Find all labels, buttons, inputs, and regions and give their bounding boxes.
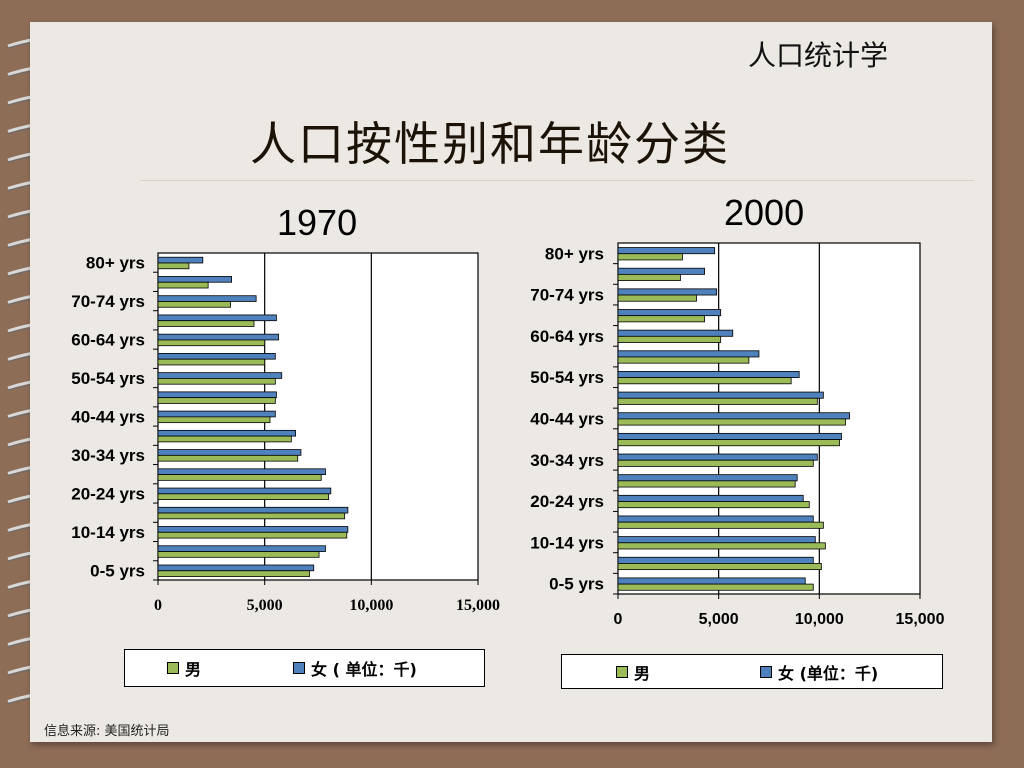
y-tick-label: 80+ yrs (545, 244, 604, 263)
bar-female (617, 432, 842, 440)
bar-male (617, 397, 818, 405)
bar-male (157, 474, 322, 481)
legend-label-female: 女 ( 单位：千) (311, 660, 417, 679)
y-tick-label: 30-34 yrs (530, 451, 604, 470)
bar-male (617, 315, 705, 323)
bar-male (157, 454, 299, 462)
y-tick-label: 10-14 yrs (530, 533, 604, 552)
bar-female (617, 267, 705, 275)
bar-male (157, 512, 346, 520)
legend-label-female: 女 (单位：千) (778, 663, 879, 683)
bar-female (617, 453, 818, 461)
bar-male (157, 570, 310, 577)
legend-item-female: 女 ( 单位：千) (293, 656, 417, 680)
chart-1970-title: 1970 (277, 202, 358, 243)
bar-female (617, 556, 814, 564)
title-divider (140, 180, 974, 181)
legend-swatch-female (293, 662, 305, 674)
bar-male (157, 493, 330, 500)
legend-item-female: 女 (单位：千) (760, 660, 878, 684)
bar-female (617, 371, 800, 379)
bar-male (617, 480, 796, 488)
y-tick-label: 30-34 yrs (71, 446, 145, 465)
bar-male (157, 416, 271, 424)
bar-male (617, 459, 814, 467)
bar-male (157, 397, 276, 404)
bar-male (617, 253, 683, 261)
bar-male (617, 439, 840, 447)
bar-male (157, 435, 292, 443)
x-tick-label: 10,000 (349, 597, 393, 614)
bar-male (157, 551, 320, 558)
y-tick-label: 10-14 yrs (71, 523, 145, 542)
bar-male (617, 583, 814, 591)
bar-male (617, 521, 824, 529)
x-tick-label: 5,000 (699, 611, 739, 628)
bar-female (617, 288, 718, 296)
bar-female (617, 391, 824, 399)
bar-male (157, 339, 266, 347)
bar-male (157, 281, 209, 289)
slide-title: 人口按性别和年龄分类 (250, 117, 730, 171)
y-tick-label: 70-74 yrs (530, 286, 604, 305)
bar-male (157, 320, 255, 327)
bar-male (617, 294, 697, 302)
legend-1970: 男 女 ( 单位：千) (124, 649, 485, 687)
y-tick-label: 70-74 yrs (71, 292, 145, 311)
bar-male (157, 531, 348, 539)
bar-female (617, 494, 804, 502)
bar-female (617, 309, 722, 317)
bar-male (617, 273, 681, 281)
legend-swatch-male (167, 662, 179, 674)
y-tick-label: 60-64 yrs (530, 327, 604, 346)
bar-female (617, 247, 716, 255)
y-tick-label: 0-5 yrs (549, 575, 604, 594)
legend-label-male: 男 (634, 663, 651, 683)
slide-subtitle: 人口统计学 (748, 39, 889, 72)
y-tick-label: 80+ yrs (86, 254, 145, 273)
bar-female (617, 329, 734, 337)
y-tick-label: 20-24 yrs (71, 484, 145, 503)
bar-male (157, 378, 276, 385)
x-tick-label: 15,000 (456, 597, 500, 614)
bar-male (157, 358, 266, 366)
source-note: 信息来源: 美国统计局 (44, 724, 170, 739)
chart-2000-title: 2000 (724, 192, 805, 233)
bar-female (617, 577, 806, 585)
y-tick-label: 50-54 yrs (71, 369, 145, 388)
legend-item-male: 男 (616, 660, 650, 684)
bar-female (617, 536, 816, 544)
x-tick-label: 5,000 (247, 597, 283, 614)
y-tick-label: 50-54 yrs (530, 368, 604, 387)
bar-male (157, 262, 190, 270)
bar-female (617, 515, 814, 523)
bar-female (617, 474, 798, 482)
bar-male (617, 356, 750, 364)
y-tick-label: 20-24 yrs (530, 492, 604, 511)
legend-label-male: 男 (185, 660, 202, 679)
y-tick-label: 0-5 yrs (90, 561, 145, 580)
bar-male (157, 301, 231, 308)
bar-female (617, 350, 760, 358)
bar-male (617, 335, 722, 343)
bar-male (617, 501, 810, 509)
legend-swatch-female (760, 665, 772, 678)
x-tick-label: 10,000 (795, 611, 844, 628)
legend-2000: 男 女 (单位：千) (561, 654, 943, 689)
y-tick-label: 40-44 yrs (530, 410, 604, 429)
bar-male (617, 542, 826, 550)
x-tick-label: 15,000 (896, 611, 945, 628)
x-tick-label: 0 (154, 597, 162, 614)
bar-male (617, 377, 792, 385)
x-tick-label: 0 (614, 611, 623, 628)
y-tick-label: 60-64 yrs (71, 331, 145, 350)
bar-male (617, 563, 822, 571)
legend-swatch-male (616, 665, 628, 678)
bar-female (617, 412, 850, 420)
bar-male (617, 418, 846, 426)
y-tick-label: 40-44 yrs (71, 408, 145, 427)
legend-item-male: 男 (167, 656, 201, 680)
